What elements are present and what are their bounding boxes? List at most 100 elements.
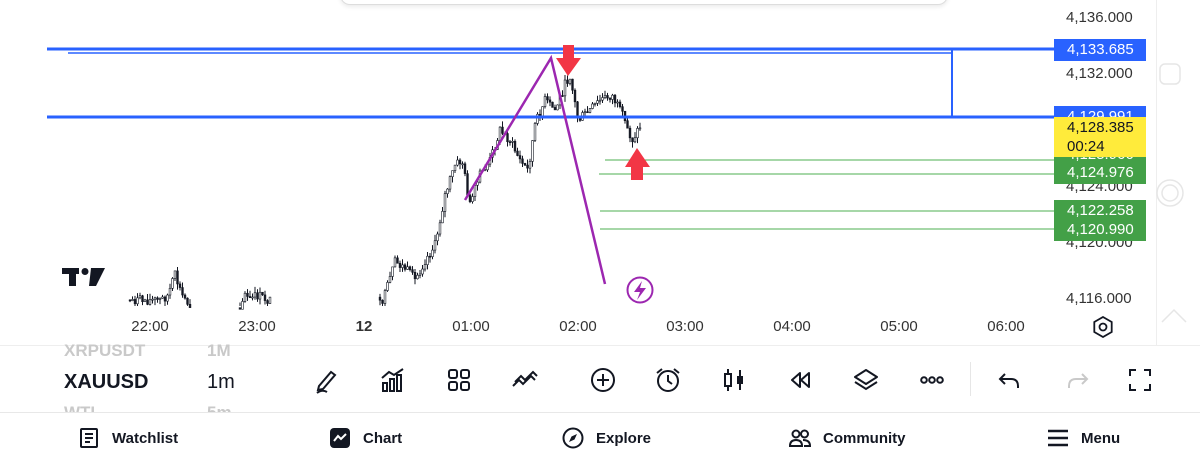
candle-body — [433, 240, 437, 251]
candle-body — [518, 155, 522, 160]
green-2-price-tag[interactable]: 4,122.258 — [1054, 200, 1146, 222]
candle-body — [548, 99, 552, 103]
nav-label: Menu — [1081, 429, 1121, 447]
nav-chart[interactable]: Chart — [329, 425, 402, 451]
candle-body — [606, 95, 609, 99]
candle-body — [403, 264, 407, 270]
compare-icon[interactable] — [509, 364, 541, 396]
red-arrow-down-icon — [556, 45, 581, 76]
candle-body — [536, 113, 539, 124]
candle-body — [506, 133, 509, 143]
candle-body — [256, 292, 259, 300]
candle-body — [431, 249, 434, 257]
candle-body — [638, 127, 642, 130]
candle-body — [628, 127, 632, 139]
upper-line-price-tag[interactable]: 4,133.685 — [1054, 39, 1146, 61]
green-1-price-tag[interactable]: 4,124.976 — [1054, 162, 1146, 184]
candle-body — [378, 296, 382, 301]
candle-body — [258, 291, 262, 300]
candle-body — [148, 299, 152, 305]
undo-icon[interactable] — [994, 364, 1026, 396]
candle-body — [571, 78, 574, 91]
candle-body — [143, 299, 147, 303]
candle-body — [413, 271, 417, 280]
candle-body — [556, 104, 559, 111]
layers-icon[interactable] — [850, 364, 882, 396]
nav-watchlist[interactable]: Watchlist — [78, 425, 178, 451]
candle-body — [513, 141, 517, 152]
more-icon[interactable] — [916, 364, 948, 396]
candle-body — [383, 290, 387, 304]
interval-selector[interactable]: 1m — [207, 371, 235, 393]
candle-body — [136, 297, 139, 305]
replay-icon[interactable] — [784, 364, 816, 396]
templates-icon[interactable] — [443, 364, 475, 396]
candle-body — [238, 307, 242, 310]
candle-body — [551, 101, 554, 108]
candles-icon[interactable] — [718, 364, 750, 396]
bottom-navigation: Watchlist Chart Explore Community Menu — [0, 412, 1200, 463]
nav-label: Chart — [363, 429, 403, 447]
fullscreen-icon[interactable] — [1124, 364, 1156, 396]
candle-body — [423, 264, 427, 270]
time-axis-label: 06:00 — [987, 318, 1025, 335]
candle-body — [146, 299, 149, 305]
candle-body — [501, 126, 504, 134]
candle-body — [468, 194, 472, 202]
symbol-selector[interactable]: XAUUSD — [64, 371, 149, 393]
candle-body — [133, 299, 137, 305]
candle-body — [393, 257, 397, 268]
redo-icon[interactable] — [1061, 364, 1093, 396]
candle-body — [586, 111, 589, 114]
chart-canvas[interactable] — [0, 0, 1200, 345]
indicators-icon[interactable] — [377, 364, 409, 396]
toolbar-divider — [970, 362, 971, 396]
candle-body — [381, 299, 384, 304]
candle-body — [443, 193, 447, 212]
price-axis-label: 4,136.000 — [1066, 9, 1133, 26]
candle-body — [151, 298, 154, 301]
candle-body — [531, 140, 534, 162]
add-icon[interactable] — [587, 364, 619, 396]
gear-icon[interactable] — [1092, 316, 1114, 338]
candle-body — [188, 304, 192, 308]
candle-body — [458, 159, 462, 165]
green-3-price-tag[interactable]: 4,120.990 — [1054, 219, 1146, 241]
nav-community[interactable]: Community — [789, 425, 906, 451]
candle-body — [528, 161, 532, 169]
price-axis-label: 4,116.000 — [1066, 290, 1132, 307]
candle-body — [451, 170, 454, 177]
lightning-icon[interactable] — [626, 276, 654, 304]
nav-menu[interactable]: Menu — [1047, 425, 1120, 451]
candle-body — [176, 270, 179, 285]
candle-body — [511, 141, 514, 143]
community-icon — [789, 429, 811, 447]
lower-line-price-tag[interactable]: 4,129.991 — [1054, 106, 1146, 118]
nav-explore[interactable]: Explore — [562, 425, 651, 451]
candle-body — [418, 273, 422, 276]
candle-body — [421, 268, 424, 275]
candle-body — [593, 102, 597, 105]
candle-body — [166, 294, 169, 302]
purple-trend-lines[interactable] — [463, 54, 607, 285]
candle-body — [608, 97, 612, 100]
candle-body — [526, 164, 529, 169]
pencil-icon[interactable] — [311, 364, 343, 396]
time-axis-label: 04:00 — [773, 318, 811, 335]
candle-body — [173, 270, 177, 279]
candle-body — [436, 233, 439, 242]
menu-icon — [1048, 429, 1068, 447]
alarm-icon[interactable] — [652, 364, 684, 396]
last-price-tag: 4,128.385 00:24 — [1054, 117, 1146, 157]
candle-body — [561, 95, 564, 97]
candle-body — [391, 266, 394, 277]
chart-icon — [330, 428, 350, 448]
side-panel-edge — [1156, 0, 1187, 345]
candle-body — [128, 299, 132, 302]
chart-area[interactable]: 4,136.000 4,132.000 4,124.000 4,120.000 … — [0, 0, 1200, 345]
candle-body — [446, 188, 449, 194]
candle-body — [553, 107, 557, 111]
candle-body — [611, 94, 614, 100]
candle-body — [498, 126, 502, 141]
nav-label: Explore — [596, 429, 652, 447]
